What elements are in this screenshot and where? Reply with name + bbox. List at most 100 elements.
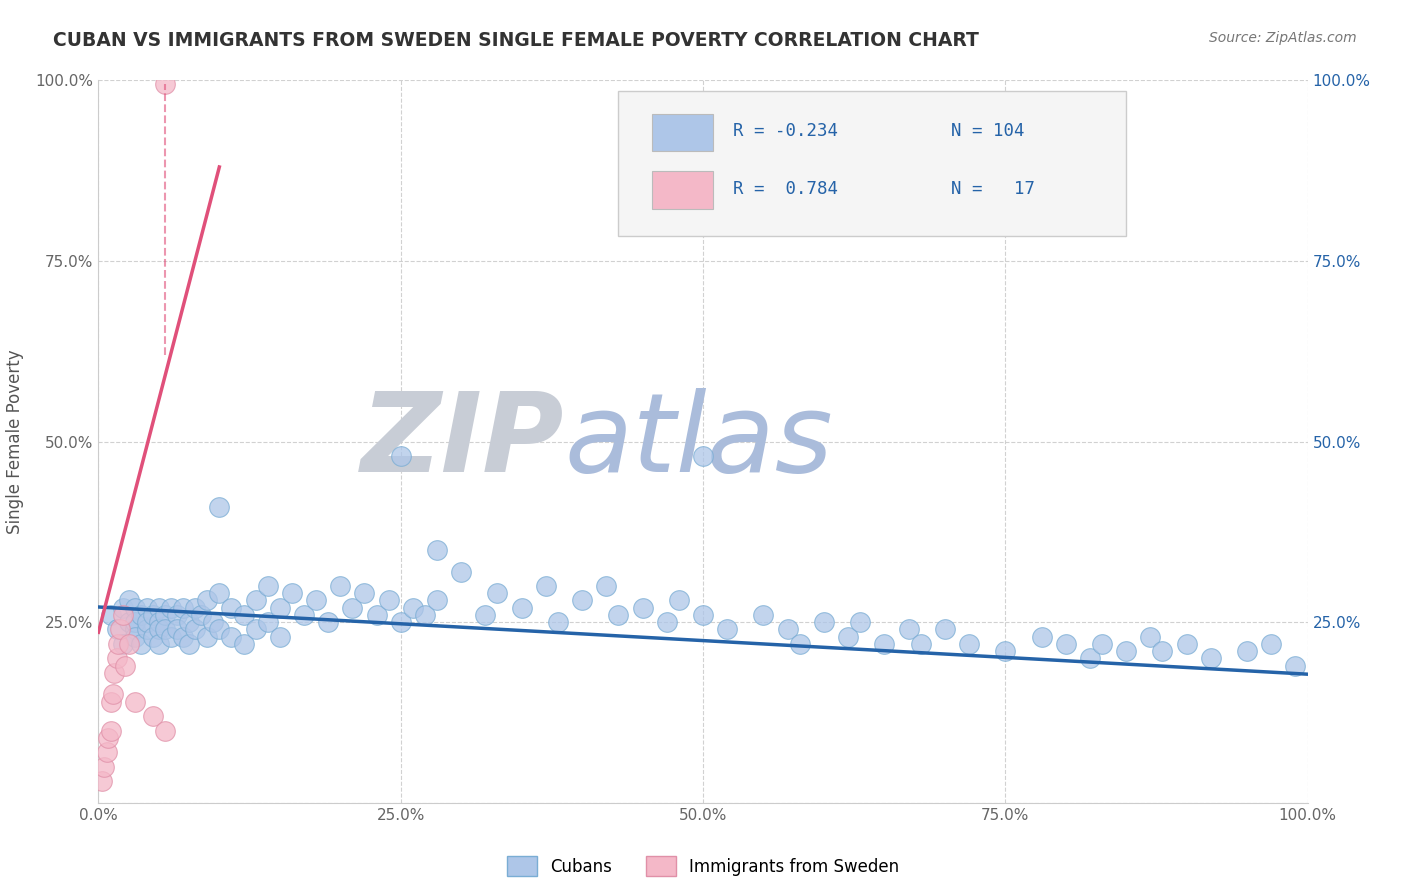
- Point: [114, 658, 136, 673]
- Point: [305, 593, 328, 607]
- Point: [607, 607, 630, 622]
- Point: [389, 449, 412, 463]
- Point: [160, 600, 183, 615]
- Point: [111, 600, 134, 615]
- Point: [101, 687, 124, 701]
- Point: [118, 637, 141, 651]
- Point: [353, 586, 375, 600]
- Text: atlas: atlas: [564, 388, 832, 495]
- Text: R = -0.234: R = -0.234: [734, 122, 838, 140]
- Point: [776, 623, 799, 637]
- Point: [994, 644, 1017, 658]
- Y-axis label: Single Female Poverty: Single Female Poverty: [7, 350, 24, 533]
- Point: [1031, 630, 1053, 644]
- Point: [208, 500, 231, 514]
- Point: [329, 579, 352, 593]
- Point: [292, 607, 315, 622]
- Point: [1078, 651, 1101, 665]
- Point: [172, 630, 194, 644]
- Text: ZIP: ZIP: [360, 388, 564, 495]
- Point: [474, 607, 496, 622]
- Point: [153, 623, 176, 637]
- Point: [153, 77, 176, 91]
- Point: [668, 593, 690, 607]
- Point: [837, 630, 859, 644]
- Point: [716, 623, 738, 637]
- Point: [124, 600, 146, 615]
- Point: [124, 695, 146, 709]
- Point: [129, 607, 152, 622]
- Point: [316, 615, 339, 630]
- Point: [148, 637, 170, 651]
- Point: [389, 615, 412, 630]
- Point: [1054, 637, 1077, 651]
- Point: [232, 637, 254, 651]
- Point: [93, 760, 115, 774]
- FancyBboxPatch shape: [619, 91, 1126, 235]
- Point: [245, 623, 267, 637]
- Point: [108, 623, 131, 637]
- Point: [873, 637, 896, 651]
- Point: [1260, 637, 1282, 651]
- Point: [849, 615, 872, 630]
- Point: [142, 607, 165, 622]
- Point: [221, 630, 243, 644]
- Point: [486, 586, 509, 600]
- Point: [190, 607, 212, 622]
- Point: [813, 615, 835, 630]
- Point: [166, 607, 188, 622]
- Point: [752, 607, 775, 622]
- Point: [426, 542, 449, 557]
- Point: [118, 593, 141, 607]
- Point: [148, 623, 170, 637]
- Point: [269, 630, 291, 644]
- Point: [208, 623, 231, 637]
- Point: [450, 565, 472, 579]
- Point: [103, 665, 125, 680]
- Point: [135, 615, 157, 630]
- Legend: Cubans, Immigrants from Sweden: Cubans, Immigrants from Sweden: [501, 849, 905, 883]
- FancyBboxPatch shape: [652, 113, 713, 151]
- Point: [232, 607, 254, 622]
- Point: [1199, 651, 1222, 665]
- Point: [166, 623, 188, 637]
- Point: [789, 637, 811, 651]
- Point: [118, 615, 141, 630]
- Point: [256, 615, 278, 630]
- Point: [1284, 658, 1306, 673]
- Point: [534, 579, 557, 593]
- Point: [100, 723, 122, 738]
- Point: [195, 593, 218, 607]
- Point: [184, 623, 207, 637]
- Point: [692, 607, 714, 622]
- Text: N =   17: N = 17: [950, 179, 1035, 198]
- Point: [377, 593, 399, 607]
- Point: [124, 623, 146, 637]
- Point: [426, 593, 449, 607]
- Point: [105, 651, 128, 665]
- Point: [221, 600, 243, 615]
- Text: R =  0.784: R = 0.784: [734, 179, 838, 198]
- Point: [897, 623, 920, 637]
- Point: [179, 637, 201, 651]
- Point: [1236, 644, 1258, 658]
- Point: [100, 695, 122, 709]
- Point: [124, 630, 146, 644]
- Point: [281, 586, 304, 600]
- Point: [195, 630, 218, 644]
- Point: [160, 630, 183, 644]
- Point: [245, 593, 267, 607]
- Point: [342, 600, 364, 615]
- Point: [957, 637, 980, 651]
- Point: [402, 600, 425, 615]
- Point: [366, 607, 388, 622]
- Point: [1175, 637, 1198, 651]
- Text: N = 104: N = 104: [950, 122, 1025, 140]
- FancyBboxPatch shape: [652, 171, 713, 209]
- Point: [142, 709, 165, 723]
- Point: [135, 600, 157, 615]
- Point: [107, 637, 129, 651]
- Point: [129, 637, 152, 651]
- Point: [91, 774, 114, 789]
- Point: [111, 637, 134, 651]
